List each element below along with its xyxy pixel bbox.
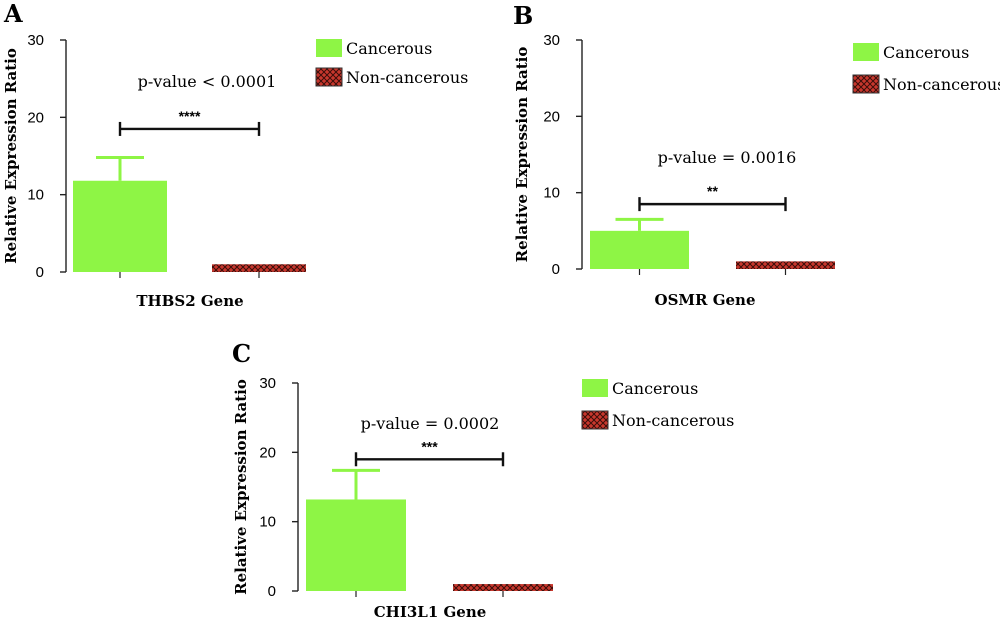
- legend-swatch-cancerous: [316, 39, 342, 57]
- p-value-annotation: p-value < 0.0001: [138, 72, 277, 91]
- x-axis-label: CHI3L1 Gene: [374, 603, 487, 621]
- y-axis-label: Relative Expression Ratio: [232, 379, 250, 595]
- y-tick-label: 0: [552, 261, 560, 278]
- x-axis-label: OSMR Gene: [655, 291, 756, 309]
- p-value-annotation: p-value = 0.0016: [658, 148, 797, 167]
- legend-label: Cancerous: [883, 43, 969, 62]
- panel-c: C 0 10 20 30 Relative Expression Ratio *** p-va…: [232, 339, 734, 621]
- bar-cancerous: [590, 230, 689, 269]
- bar-non-cancerous: [212, 264, 306, 272]
- bar-cancerous: [73, 180, 167, 272]
- legend-swatch-cancerous: [582, 379, 608, 397]
- panel-letter: C: [232, 339, 251, 368]
- panel-letter: A: [3, 0, 23, 28]
- bar-cancerous: [306, 499, 406, 591]
- y-tick-label: 20: [259, 444, 276, 461]
- legend-swatch-non-cancerous: [852, 74, 880, 94]
- y-tick-label: 30: [259, 375, 276, 392]
- y-tick-label: 20: [27, 109, 44, 126]
- bar-non-cancerous: [453, 584, 553, 591]
- significance-stars: **: [707, 183, 718, 199]
- y-tick-label: 10: [27, 187, 44, 204]
- y-axis-label: Relative Expression Ratio: [513, 47, 531, 263]
- legend-label: Non-cancerous: [612, 411, 734, 430]
- significance-stars: ****: [179, 108, 201, 124]
- y-tick-label: 10: [543, 185, 560, 202]
- x-axis-label: THBS2 Gene: [136, 292, 243, 310]
- y-axis-label: Relative Expression Ratio: [2, 48, 20, 264]
- legend-label: Non-cancerous: [346, 68, 468, 87]
- y-tick-label: 30: [27, 32, 44, 49]
- legend-swatch-non-cancerous: [581, 410, 609, 430]
- panel-a: A 0 10 20 30 Relative Expression Ratio **** p-v…: [2, 0, 468, 310]
- y-tick-label: 10: [259, 514, 276, 531]
- significance-stars: ***: [421, 438, 438, 454]
- p-value-annotation: p-value = 0.0002: [361, 414, 500, 433]
- y-tick-label: 30: [543, 32, 560, 49]
- legend-swatch-cancerous: [853, 43, 879, 61]
- panel-letter: B: [513, 1, 533, 30]
- y-tick-label: 0: [268, 583, 276, 600]
- legend-label: Cancerous: [346, 39, 432, 58]
- legend-label: Non-cancerous: [883, 75, 1000, 94]
- legend-swatch-non-cancerous: [315, 67, 343, 87]
- legend-label: Cancerous: [612, 379, 698, 398]
- panel-b: B 0 10 20 30 Relative Expression Ratio ** p-val…: [513, 1, 1000, 309]
- bar-non-cancerous: [736, 261, 835, 269]
- y-tick-label: 0: [36, 264, 44, 281]
- y-tick-label: 20: [543, 108, 560, 125]
